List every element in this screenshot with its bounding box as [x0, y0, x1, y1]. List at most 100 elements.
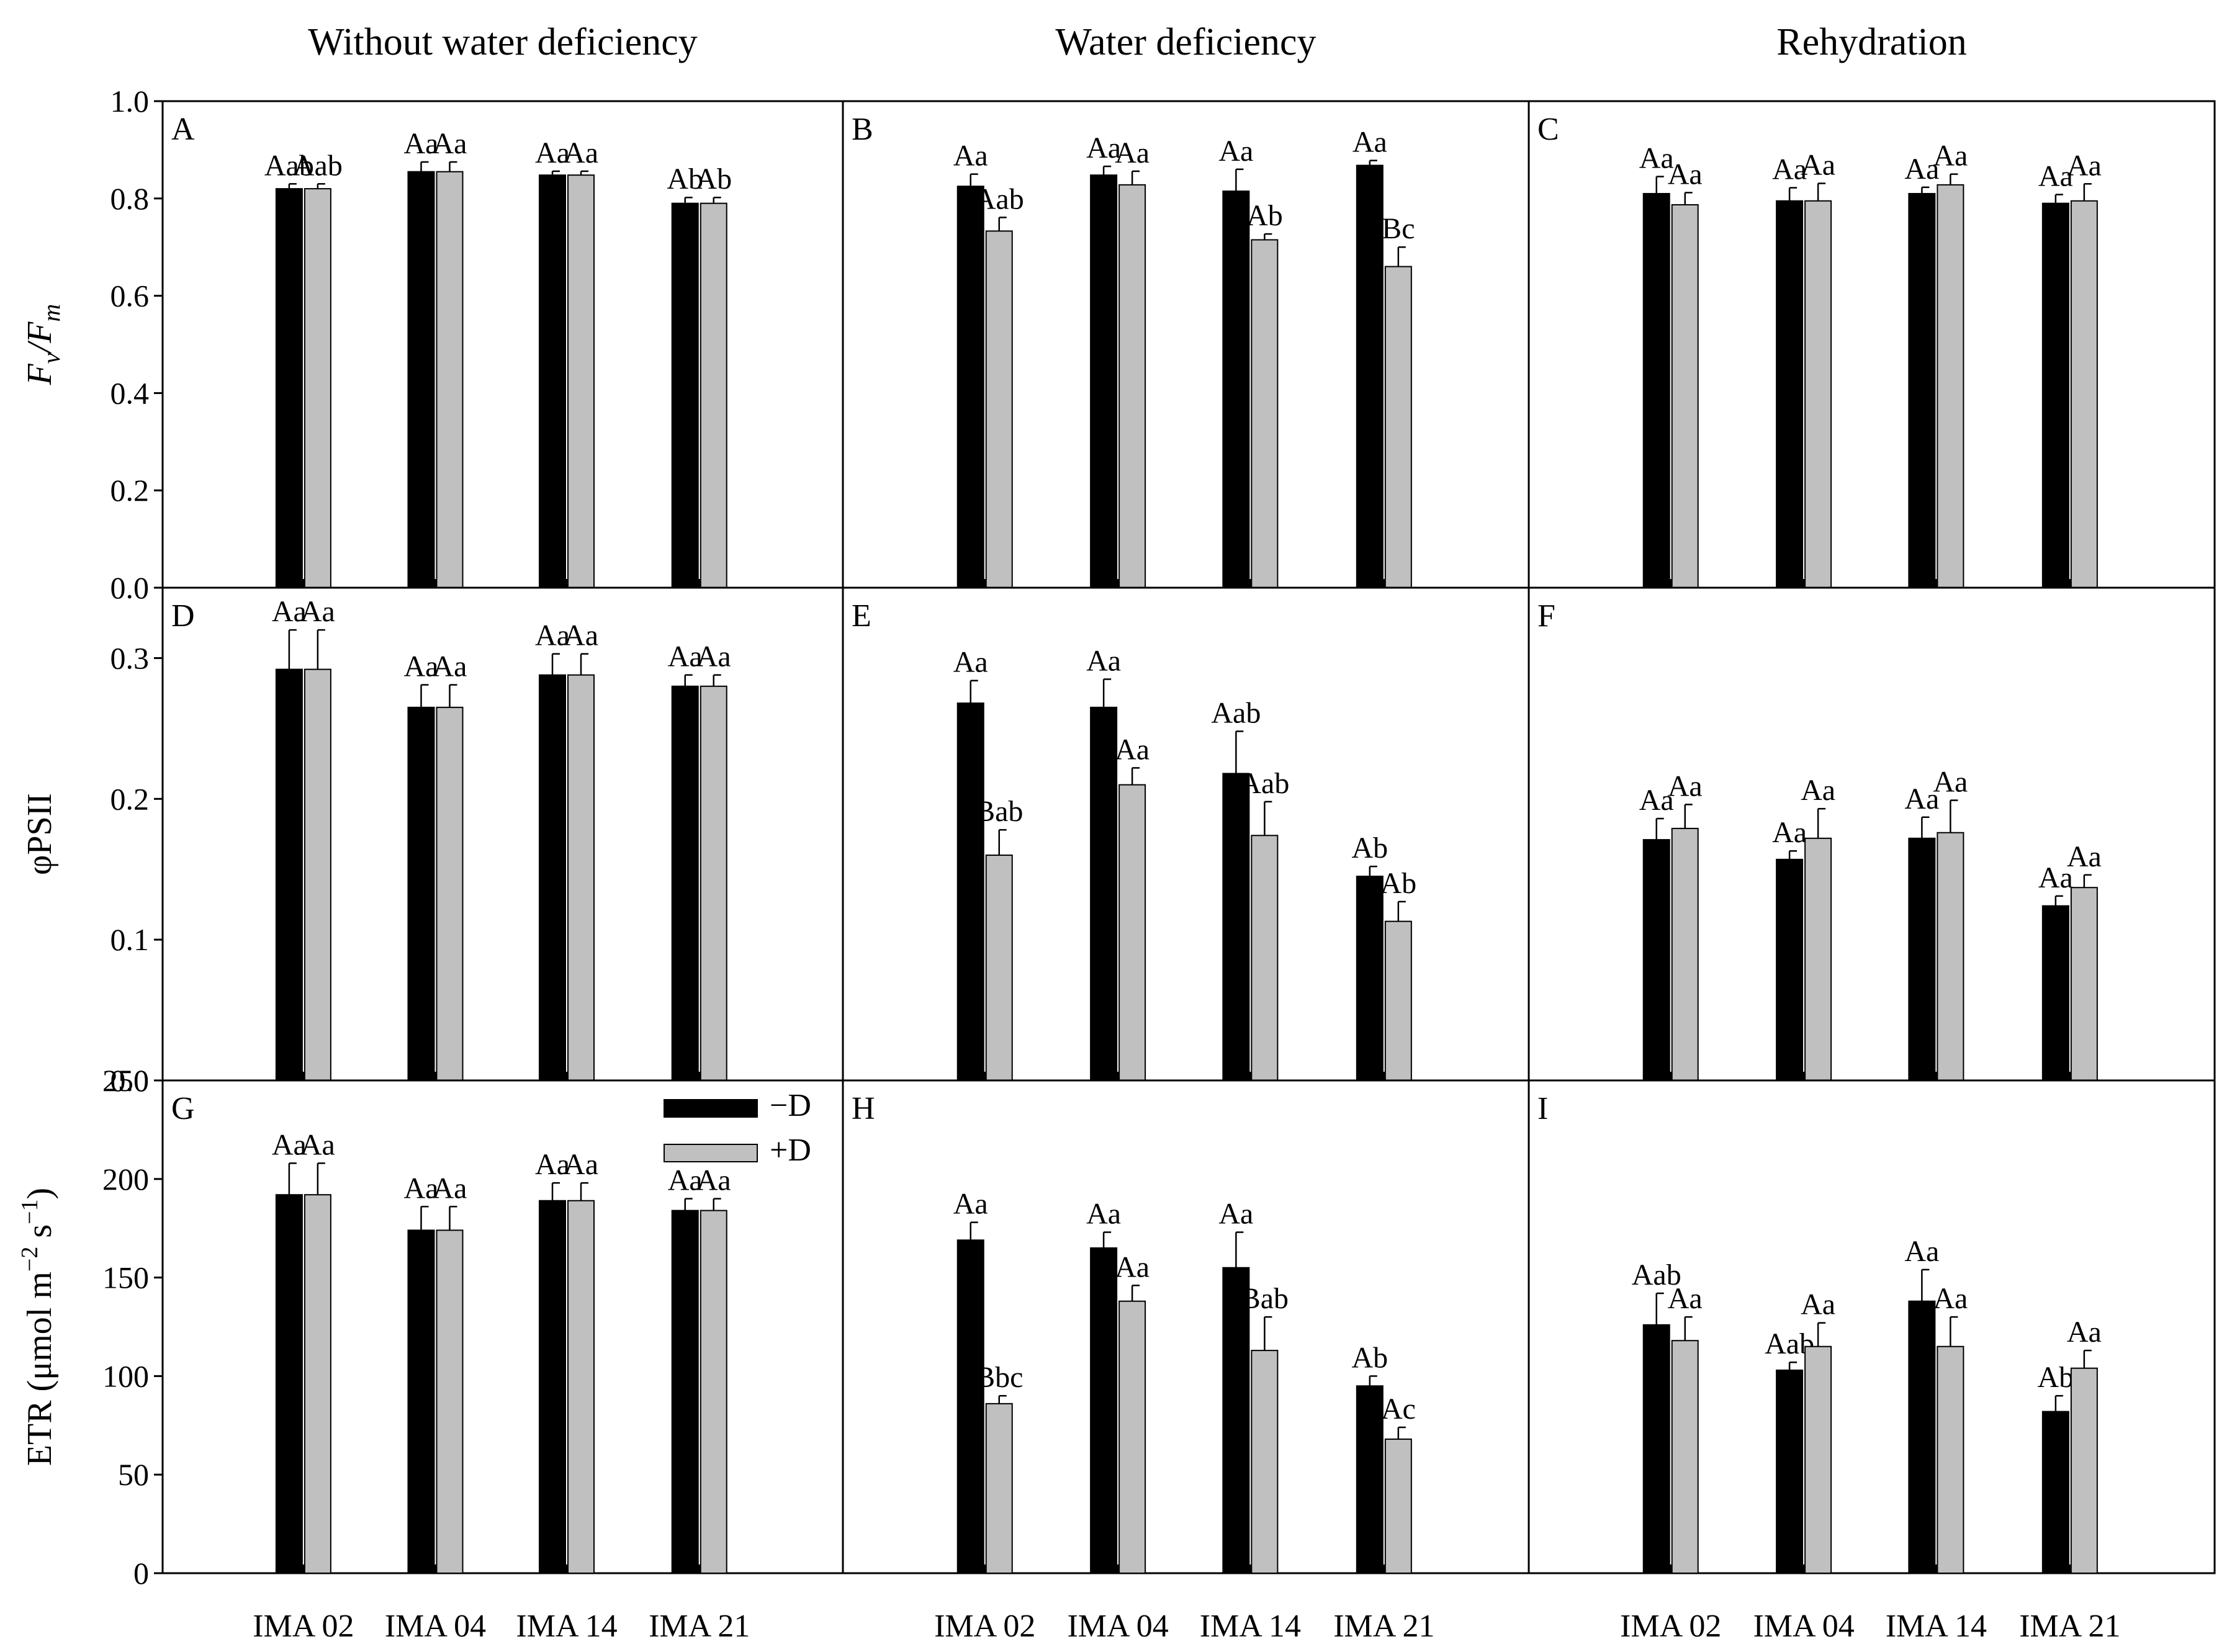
significance-label: Aa [1933, 1282, 1968, 1315]
y-axis-label: φPSII [20, 793, 59, 875]
panel-frame [842, 586, 1530, 1082]
y-axis-label-sub: m [37, 304, 65, 322]
y-tick-label: 0.6 [110, 279, 150, 313]
bar-minus-d [539, 174, 567, 588]
y-axis-label-part: F [20, 363, 59, 385]
y-tick-label: 150 [102, 1260, 149, 1295]
panel-letter: A [171, 112, 195, 147]
significance-label: Aa [2038, 160, 2073, 193]
legend-label-plus-d: +D [770, 1133, 811, 1168]
bar-plus-d [567, 1200, 595, 1574]
significance-label: Aa [668, 1164, 703, 1197]
x-tick-label: IMA 21 [1333, 1609, 1434, 1644]
y-tick-label: 100 [102, 1358, 149, 1393]
x-tick-label: IMA 04 [1067, 1609, 1168, 1644]
y-tick-label: 0.0 [110, 1063, 150, 1098]
y-tick-label: 1.0 [110, 84, 150, 119]
bar-minus-d [956, 1239, 984, 1574]
column-title: Rehydration [1776, 21, 1967, 63]
bar-plus-d [1251, 835, 1279, 1081]
x-tick-label: IMA 14 [516, 1609, 617, 1644]
bar-plus-d [1384, 266, 1412, 588]
significance-label: Aa [433, 650, 467, 683]
bar-plus-d [700, 1210, 727, 1574]
significance-label: Aa [564, 1148, 598, 1181]
legend-swatch-plus-d [664, 1144, 758, 1162]
bar-minus-d [1090, 1247, 1118, 1574]
bar-minus-d [1642, 192, 1670, 588]
bar-plus-d [1251, 239, 1279, 588]
y-axis-label-part: ETR (μmol m [20, 1272, 59, 1466]
y-tick-label: 250 [102, 1063, 149, 1098]
significance-label: Aa [953, 1188, 988, 1221]
significance-label: Aa [1115, 733, 1150, 766]
significance-label: Aa [696, 1164, 731, 1197]
x-tick-label: IMA 21 [2019, 1609, 2120, 1644]
significance-label: Aab [264, 149, 314, 182]
panel-letter: H [852, 1091, 875, 1126]
x-tick-label: IMA 02 [1620, 1609, 1721, 1644]
bar-plus-d [700, 685, 727, 1082]
bar-plus-d [985, 855, 1013, 1081]
significance-label: Aa [535, 137, 570, 169]
bar-minus-d [1776, 1369, 1804, 1574]
y-axis-label-sup: −2 [17, 1247, 43, 1272]
panel-letter: I [1537, 1091, 1548, 1126]
significance-label: Ab [1380, 867, 1417, 900]
y-axis-label: ETR (μmol m−2 s−1) [17, 1188, 59, 1466]
y-tick-label: 0.1 [110, 922, 150, 957]
bar-minus-d [275, 668, 303, 1081]
y-tick-label: 0.8 [110, 181, 150, 216]
bar-minus-d [2041, 1411, 2069, 1574]
bar-plus-d [2070, 200, 2098, 589]
bar-minus-d [956, 703, 984, 1081]
bar-plus-d [436, 1229, 464, 1574]
significance-label: Aa [272, 1128, 307, 1161]
bar-minus-d [1908, 192, 1936, 588]
significance-label: Aab [974, 182, 1024, 215]
panel-letter: E [852, 598, 871, 634]
panel-frame [842, 1079, 1530, 1574]
legend-swatch-minus-d [664, 1099, 758, 1118]
significance-label: Aa [953, 140, 988, 173]
significance-label: Aa [953, 646, 988, 679]
bar-minus-d [1776, 200, 1804, 589]
significance-label: Aab [1632, 1259, 1681, 1291]
bar-minus-d [1776, 858, 1804, 1081]
y-axis-label-sub: v [37, 352, 65, 364]
significance-label: Bc [1382, 212, 1415, 245]
bar-plus-d [1251, 1350, 1279, 1574]
bar-minus-d [671, 1210, 699, 1574]
significance-label: Aa [1772, 816, 1807, 849]
significance-label: Aa [1668, 770, 1703, 802]
significance-label: Aa [433, 127, 467, 160]
significance-label: Aab [1240, 767, 1289, 800]
bar-minus-d [1356, 164, 1384, 589]
significance-label: Aab [1211, 696, 1261, 729]
x-tick-label: IMA 04 [1753, 1609, 1854, 1644]
x-tick-label: IMA 04 [385, 1609, 486, 1644]
bar-minus-d [275, 188, 303, 588]
bar-plus-d [1937, 184, 1964, 588]
bar-minus-d [2041, 202, 2069, 588]
bar-plus-d [1118, 784, 1146, 1081]
bar-plus-d [1804, 1345, 1832, 1574]
significance-label: Ac [1381, 1393, 1416, 1425]
significance-label: Ab [2038, 1361, 2074, 1394]
significance-label: Aa [1086, 1198, 1121, 1231]
y-tick-label: 0 [133, 1556, 149, 1591]
bar-plus-d [1384, 920, 1412, 1082]
significance-label: Aa [272, 595, 307, 628]
significance-label: Aa [1668, 158, 1703, 191]
bar-plus-d [567, 674, 595, 1082]
bar-plus-d [1937, 1345, 1964, 1574]
bar-minus-d [539, 674, 567, 1082]
bar-minus-d [275, 1194, 303, 1574]
significance-label: Ab [667, 163, 703, 195]
panel-letter: F [1537, 598, 1555, 634]
significance-label: Aa [696, 640, 731, 673]
bar-plus-d [700, 202, 727, 588]
significance-label: Aa [1639, 142, 1674, 175]
panel-frame [1528, 1079, 2216, 1574]
